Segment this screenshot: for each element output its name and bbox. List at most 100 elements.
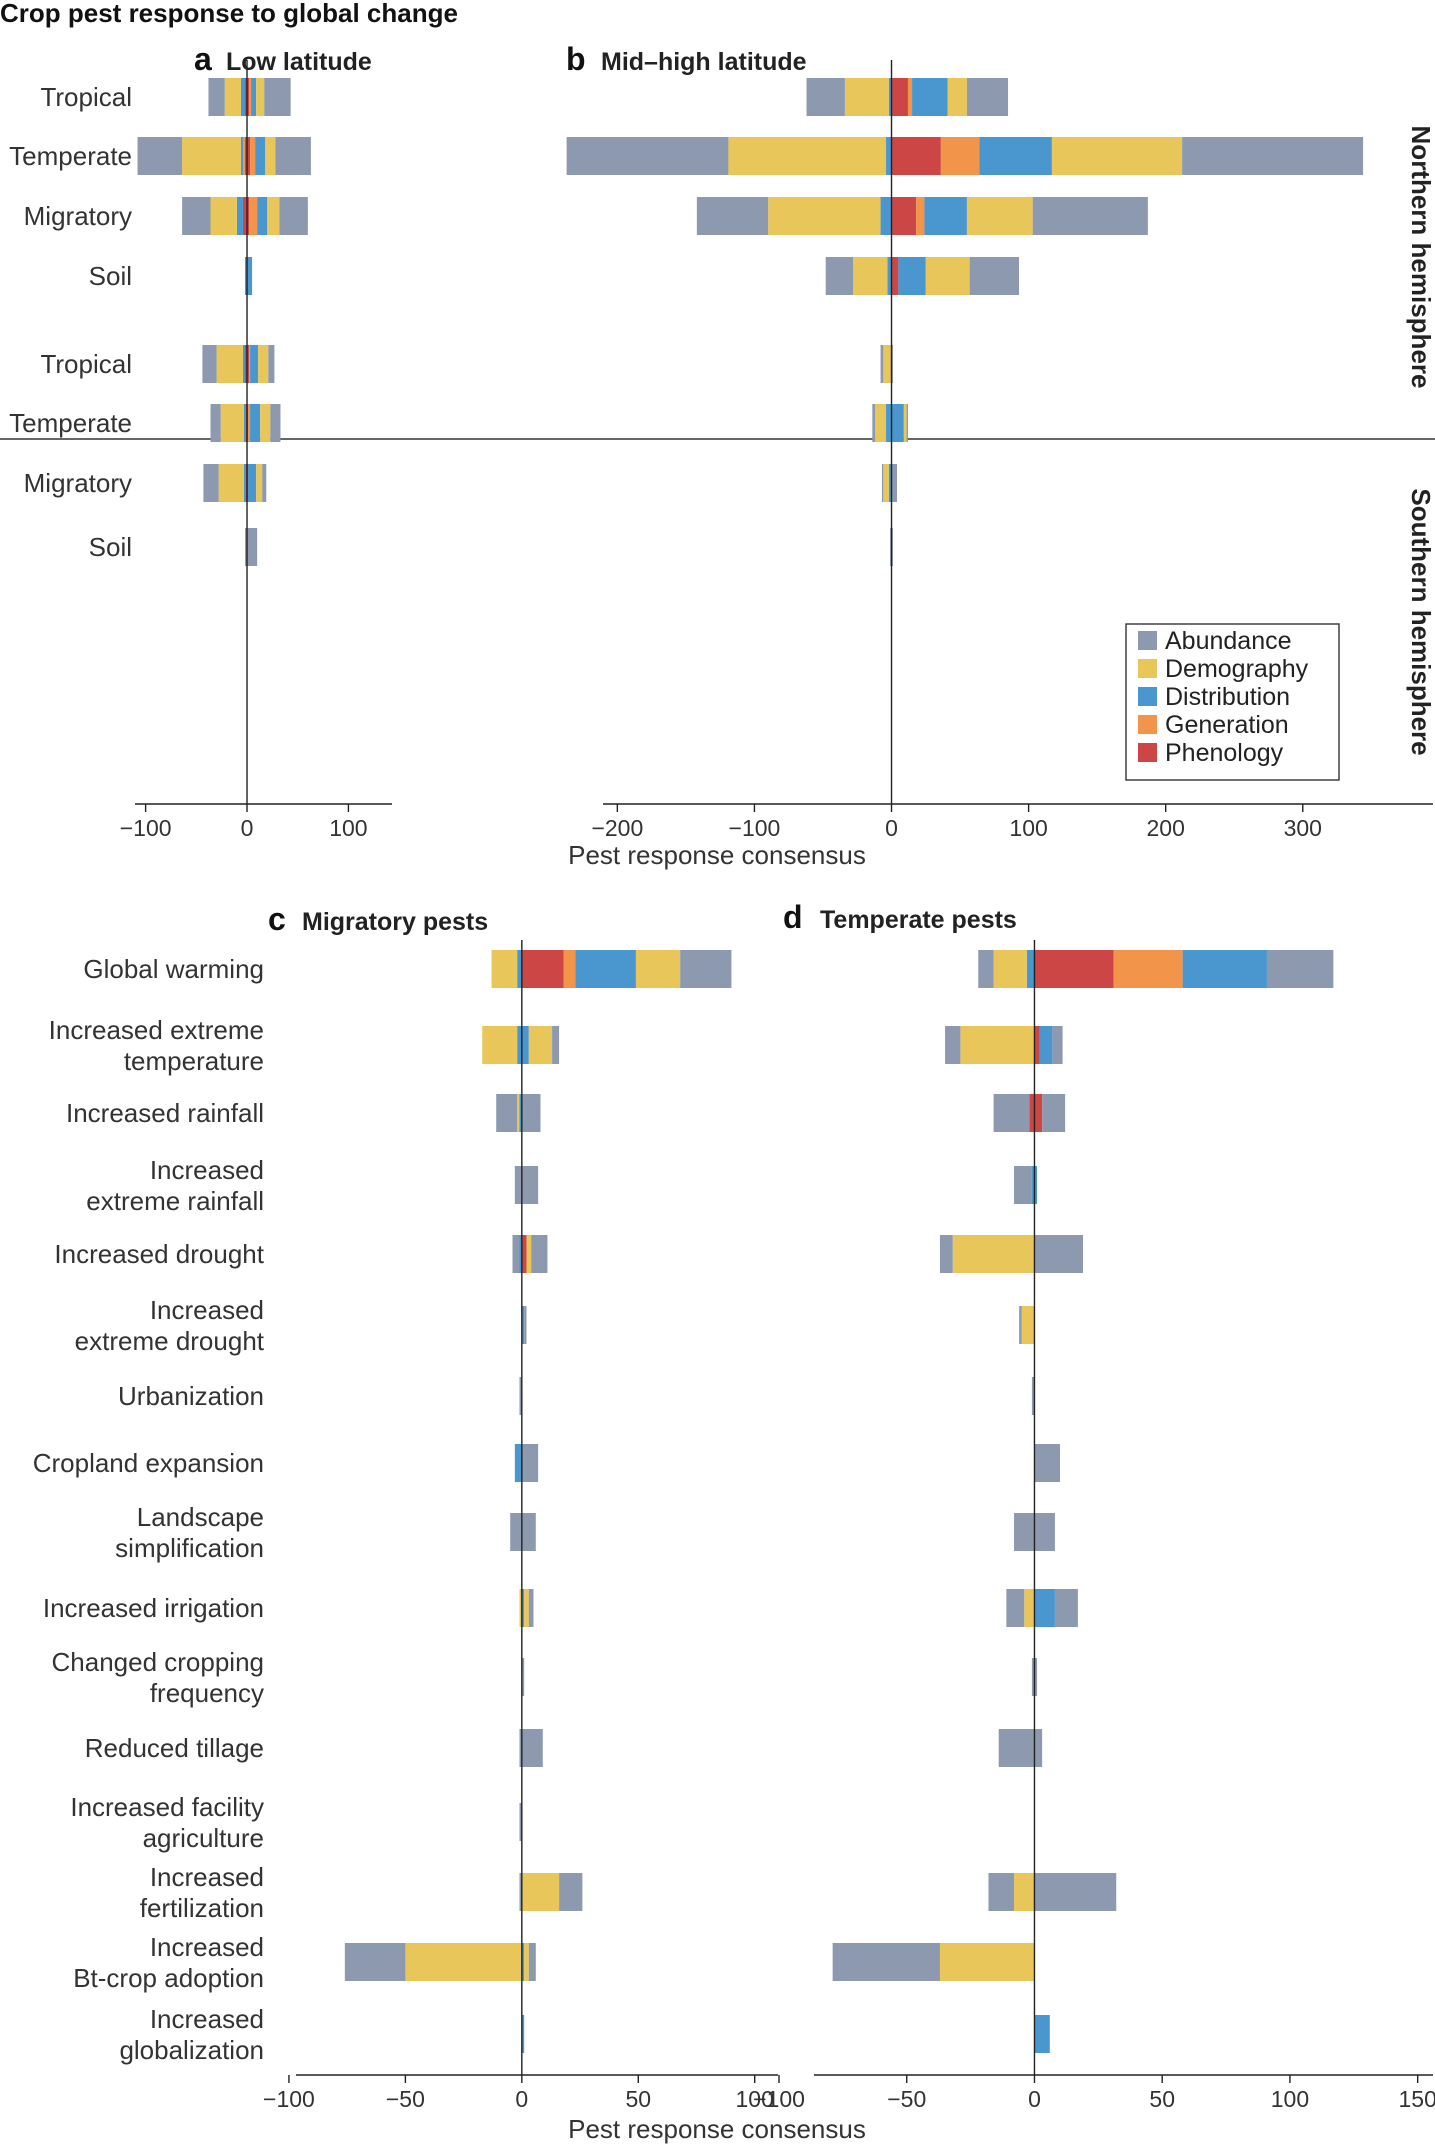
bar-d-increased-extreme-temperature-1-phenology-pos: [1034, 1026, 1040, 1064]
bar-c-increased-extreme-drought-5-abundance-pos: [524, 1306, 527, 1344]
bar-a-tropical-0-generation-pos: [249, 78, 252, 116]
bar-d-global-warming-0-distribution-pos: [1182, 950, 1267, 988]
category-label-c-increased-extreme-rainfall-3: Increased extreme rainfall: [86, 1155, 264, 1216]
bar-a-migratory-2-abundance-neg: [182, 197, 211, 235]
category-label-line: Increased extreme: [49, 1015, 264, 1045]
bar-d-increased-rainfall-2-phenology-pos: [1034, 1094, 1043, 1132]
category-label-a-tropical-4: Tropical: [40, 349, 132, 379]
bar-a-migratory-2-phenology-pos: [247, 197, 250, 235]
bar-b-migratory-2-demography-neg: [768, 197, 881, 235]
bar-c-increased-extreme-rainfall-3-abundance-neg: [514, 1166, 522, 1204]
bar-c-increased-drought-4-phenology-pos: [521, 1235, 527, 1273]
category-label-line: Increased facility: [70, 1792, 264, 1822]
x-tick-label-d-100: −100: [753, 2086, 805, 2112]
legend-label-distribution: Distribution: [1165, 683, 1290, 711]
bar-c-changed-cropping-frequency-10-abundance-pos: [521, 1658, 525, 1696]
bar-a-tropical-0-demography-pos: [256, 78, 265, 116]
bar-c-increased-extreme-temperature-1-demography-pos: [528, 1026, 553, 1064]
panel-a-plot: Tropical Temperate Migratory Soil Tropical Te…: [9, 60, 392, 841]
bar-d-reduced-tillage-11-abundance-pos: [1034, 1729, 1043, 1767]
category-label-a-temperate-1: Temperate: [9, 141, 132, 171]
bar-c-increased-rainfall-2-abundance-pos: [521, 1094, 541, 1132]
bar-c-landscape-simplification-8-abundance-pos: [521, 1513, 536, 1551]
bar-c-landscape-simplification-8-abundance-neg: [510, 1513, 522, 1551]
category-label-line: temperature: [124, 1046, 264, 1076]
axis-title-bottom: Pest response consensus: [568, 2114, 866, 2144]
x-tick-label-a-0: 0: [241, 815, 254, 841]
x-tick-label-d-0: 0: [1028, 2086, 1041, 2112]
bar-b-soil-3-demography-neg: [853, 257, 888, 295]
x-tick-label-d-50: 50: [1149, 2086, 1175, 2112]
legend: AbundanceDemographyDistributionGeneratio…: [1125, 623, 1340, 781]
category-label-c-global-warming-0: Global warming: [83, 954, 264, 984]
legend-swatch-distribution: [1138, 687, 1157, 706]
bar-a-tropical-4-distribution-neg: [242, 345, 245, 383]
bar-d-increased-fertilization-13-abundance-neg: [988, 1873, 1015, 1911]
category-label-line: Changed cropping: [52, 1647, 265, 1677]
panel-c-title: Migratory pests: [302, 908, 488, 936]
category-label-a-soil-3: Soil: [89, 261, 132, 291]
bar-c-increased-bt-crop-adoption-14-demography-neg: [405, 1943, 522, 1981]
bar-d-increased-extreme-drought-5-abundance-neg: [1019, 1306, 1022, 1344]
bar-d-increased-extreme-rainfall-3-distribution-pos: [1034, 1166, 1038, 1204]
bar-a-temperate-1-abundance-neg: [137, 137, 183, 175]
bar-b-soil-3-demography-pos: [925, 257, 970, 295]
bar-a-soil-7-abundance-pos: [247, 528, 258, 566]
legend-swatch-generation: [1138, 715, 1157, 734]
bar-c-increased-drought-4-abundance-neg: [512, 1235, 520, 1273]
category-label-a-soil-7: Soil: [89, 532, 132, 562]
bar-b-tropical-0-phenology-pos: [891, 78, 908, 116]
bar-c-reduced-tillage-11-abundance-neg: [519, 1729, 522, 1767]
bar-c-cropland-expansion-7-distribution-neg: [514, 1444, 522, 1482]
bar-c-increased-facility-agriculture-12-abundance-neg: [519, 1803, 522, 1841]
bar-d-global-warming-0-distribution-neg: [1026, 950, 1035, 988]
bar-b-soil-3-abundance-neg: [825, 257, 854, 295]
northern-hemisphere-label: Northern hemisphere: [1406, 126, 1435, 389]
bar-d-increased-irrigation-9-distribution-pos: [1034, 1589, 1055, 1627]
bar-c-increased-bt-crop-adoption-14-demography-pos: [524, 1943, 529, 1981]
category-label-c-cropland-expansion-7: Cropland expansion: [33, 1448, 264, 1478]
bar-a-tropical-4-abundance-neg: [202, 345, 217, 383]
category-label-c-reduced-tillage-11: Reduced tillage: [85, 1733, 264, 1763]
bar-a-temperate-5-abundance-pos: [270, 404, 281, 442]
bar-a-tropical-0-phenology-neg: [244, 78, 248, 116]
category-label-c-increased-drought-4: Increased drought: [54, 1239, 264, 1269]
x-tick-label-b-200: 200: [1146, 815, 1184, 841]
bar-a-tropical-0-demography-neg: [224, 78, 241, 116]
bar-c-increased-extreme-rainfall-3-abundance-pos: [521, 1166, 539, 1204]
legend-label-generation: Generation: [1165, 711, 1289, 739]
bar-b-temperate-1-distribution-pos: [979, 137, 1052, 175]
category-label-c-increased-extreme-drought-5: Increased extreme drought: [75, 1295, 265, 1356]
bar-c-increased-rainfall-2-distribution-neg: [519, 1094, 522, 1132]
category-label-line: globalization: [119, 2035, 264, 2065]
category-label-line: Increased: [150, 1932, 264, 1962]
x-tick-label-d-50: −50: [887, 2086, 926, 2112]
bar-c-increased-rainfall-2-demography-neg: [517, 1094, 520, 1132]
bar-b-temperate-5-distribution-pos: [891, 404, 904, 442]
x-tick-label-c-50: 50: [625, 2086, 651, 2112]
bar-a-migratory-6-distribution-neg: [243, 464, 246, 502]
bar-c-increased-extreme-temperature-1-distribution-neg: [517, 1026, 522, 1064]
bar-c-increased-bt-crop-adoption-14-distribution-pos: [521, 1943, 525, 1981]
category-label-c-increased-irrigation-9: Increased irrigation: [43, 1593, 264, 1623]
bar-a-tropical-0-distribution-pos: [251, 78, 257, 116]
bar-a-tropical-4-distribution-pos: [250, 345, 259, 383]
bar-a-migratory-2-generation-pos: [249, 197, 258, 235]
bar-a-tropical-4-phenology-neg: [244, 345, 248, 383]
bar-a-tropical-0-abundance-pos: [264, 78, 291, 116]
bar-b-temperate-1-phenology-pos: [891, 137, 941, 175]
x-tick-label-c-50: −50: [386, 2086, 425, 2112]
category-label-a-tropical-0: Tropical: [40, 82, 132, 112]
bar-b-tropical-4-abundance-neg: [880, 345, 884, 383]
category-label-line: agriculture: [143, 1823, 264, 1853]
category-label-line: frequency: [150, 1678, 264, 1708]
plots: Tropical Temperate Migratory Soil Tropical Te…: [9, 60, 1435, 2112]
category-label-line: Increased: [150, 1155, 264, 1185]
bar-d-landscape-simplification-8-abundance-pos: [1034, 1513, 1055, 1551]
bar-a-migratory-6-abundance-pos: [262, 464, 267, 502]
bar-d-increased-fertilization-13-abundance-pos: [1034, 1873, 1117, 1911]
bar-a-migratory-6-demography-neg: [218, 464, 244, 502]
bar-c-increased-bt-crop-adoption-14-abundance-pos: [528, 1943, 536, 1981]
bar-d-global-warming-0-abundance-pos: [1266, 950, 1334, 988]
bar-a-temperate-1-demography-pos: [265, 137, 276, 175]
